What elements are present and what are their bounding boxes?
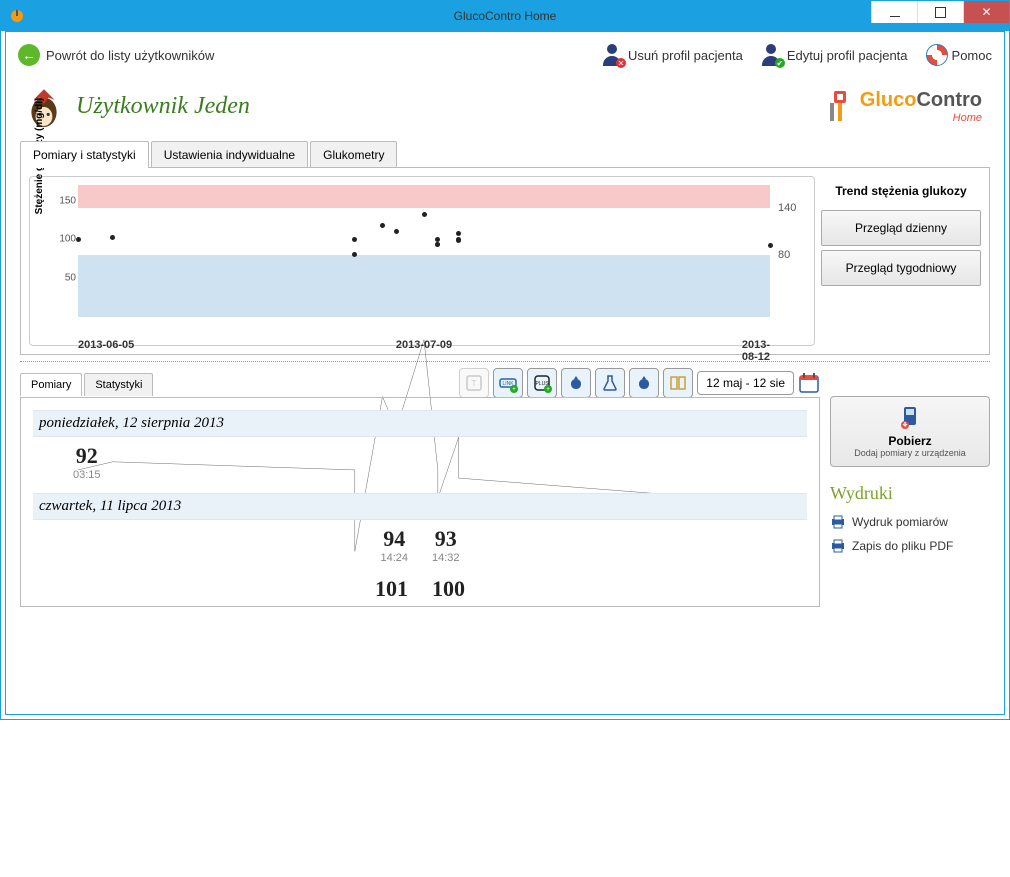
print-link[interactable]: Wydruk pomiarów [830,510,990,534]
day-header: poniedziałek, 12 sierpnia 2013 [33,410,807,437]
content-area: ← Powrót do listy użytkowników ✕ Usuń pr… [5,31,1005,715]
back-link[interactable]: Powrót do listy użytkowników [46,48,214,63]
chart-side-panel: Trend stężenia glukozy Przegląd dzienny … [821,176,981,346]
reading[interactable]: 9203:15 [73,443,101,481]
help-icon [926,44,948,66]
person-edit-icon: ✔ [761,44,783,66]
app-icon [9,8,25,24]
window-close-button[interactable] [963,1,1009,23]
app-window: GlucoContro Home ← Powrót do listy użytk… [0,0,1010,720]
titlebar: GlucoContro Home [1,1,1009,31]
reading-value: 92 [73,443,101,469]
download-button[interactable]: Pobierz Dodaj pomiary z urządzenia [830,396,990,467]
toolbar-flask-icon[interactable] [595,368,625,398]
help-button[interactable]: Pomoc [926,44,992,66]
right-panel: Pobierz Dodaj pomiary z urządzenia Wydru… [830,368,990,607]
brand-contro: Contro [916,89,982,111]
toolbar-book-icon[interactable] [663,368,693,398]
window-title: GlucoContro Home [454,9,557,23]
main-tabs: Pomiary i statystyki Ustawienia indywidu… [14,140,996,167]
svg-text:+: + [547,387,551,393]
download-title: Pobierz [835,434,985,448]
edit-profile-label: Edytuj profil pacjenta [787,48,908,63]
reading-value: 94 [380,526,408,552]
reading-time: 14:24 [380,552,408,564]
person-delete-icon: ✕ [602,44,624,66]
window-maximize-button[interactable] [917,1,963,23]
day-header: czwartek, 11 lipca 2013 [33,493,807,520]
reading-value: 93 [432,526,460,552]
reading-time: 14:32 [432,552,460,564]
measurements-list[interactable]: poniedziałek, 12 sierpnia 2013 9203:15 czw… [20,397,820,607]
reading[interactable]: 9414:24 [380,526,408,564]
back-icon[interactable]: ← [18,44,40,66]
print-link[interactable]: Zapis do pliku PDF [830,534,990,558]
readings-row: 101 100 [33,570,807,607]
calendar-icon[interactable] [798,372,820,394]
reading-value: 100 [432,576,465,602]
reading[interactable]: 101 [375,576,408,602]
reading-time: 03:15 [73,469,101,481]
readings-row: 9414:24 9314:32 [33,520,807,570]
brand-logo: GlucoContro Home [826,89,988,124]
tab-glucometers[interactable]: Glukometry [310,141,397,168]
tab-measurements[interactable]: Pomiary i statystyki [20,141,149,168]
tab-settings[interactable]: Ustawienia indywidualne [151,141,308,168]
glucose-trend-chart: Stężenie glukozy (mg/dl) 50100150 80140 … [29,176,815,346]
toolbar-apple1-icon[interactable] [561,368,591,398]
username: Użytkownik Jeden [76,93,250,120]
brand-gluco: Gluco [860,89,917,111]
daily-overview-button[interactable]: Przegląd dzienny [821,210,981,246]
edit-profile-button[interactable]: ✔ Edytuj profil pacjenta [761,44,908,66]
printer-icon [830,514,846,530]
printer-icon [830,538,846,554]
weekly-overview-button[interactable]: Przegląd tygodniowy [821,250,981,286]
help-label: Pomoc [952,48,992,63]
reading[interactable]: 100 [432,576,465,602]
svg-text:T: T [472,379,477,388]
window-minimize-button[interactable] [871,1,917,23]
chart-title: Trend stężenia glukozy [821,176,981,206]
reading[interactable]: 9314:32 [432,526,460,564]
svg-text:+: + [513,387,517,393]
top-toolbar: ← Powrót do listy użytkowników ✕ Usuń pr… [14,40,996,76]
main-tab-body: Stężenie glukozy (mg/dl) 50100150 80140 … [20,167,990,355]
toolbar-icon-1[interactable]: T [459,368,489,398]
delete-profile-button[interactable]: ✕ Usuń profil pacjenta [602,44,743,66]
delete-profile-label: Usuń profil pacjenta [628,48,743,63]
toolbar-apple2-icon[interactable] [629,368,659,398]
readings-row: 9203:15 [33,437,807,487]
prints-title: Wydruki [830,483,990,504]
subtab-measurements[interactable]: Pomiary [20,373,82,396]
toolbar-link-icon[interactable]: LINK+ [493,368,523,398]
brand-home: Home [860,112,982,124]
subtab-stats[interactable]: Statystyki [84,373,153,396]
toolbar-plus-icon[interactable]: PLUS+ [527,368,557,398]
download-icon [896,405,924,429]
reading-value: 101 [375,576,408,602]
download-sub: Dodaj pomiary z urządzenia [835,448,985,458]
user-header: Użytkownik Jeden GlucoContro Home [14,76,996,140]
